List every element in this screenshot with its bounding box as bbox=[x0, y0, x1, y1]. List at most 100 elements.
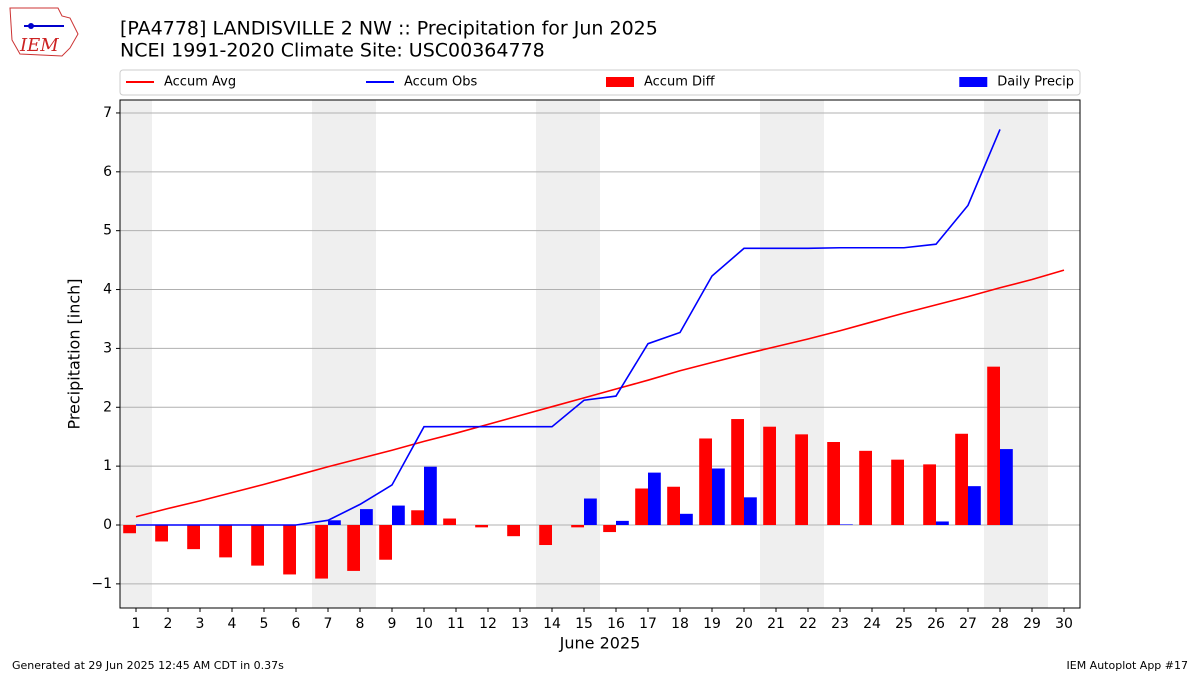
x-tick-label: 11 bbox=[447, 616, 465, 632]
chart-subtitle: NCEI 1991-2020 Climate Site: USC00364778 bbox=[120, 40, 545, 62]
bar bbox=[571, 525, 584, 528]
bar bbox=[539, 525, 552, 546]
line bbox=[135, 269, 1065, 518]
bar bbox=[411, 510, 424, 526]
chart-title: [PA4778] LANDISVILLE 2 NW :: Precipitati… bbox=[120, 18, 658, 40]
x-tick-label: 16 bbox=[607, 616, 625, 632]
bar bbox=[616, 520, 629, 526]
bar bbox=[507, 525, 520, 537]
logo-text: IEM bbox=[19, 35, 59, 56]
bar bbox=[936, 521, 949, 526]
y-tick-label: −1 bbox=[91, 576, 112, 592]
bar bbox=[827, 442, 840, 526]
bar bbox=[648, 472, 661, 526]
x-tick-label: 10 bbox=[415, 616, 433, 632]
x-tick-label: 25 bbox=[895, 616, 913, 632]
bar bbox=[475, 525, 488, 528]
bar bbox=[712, 468, 725, 526]
x-tick-label: 1 bbox=[132, 616, 141, 632]
legend-label: Accum Diff bbox=[644, 75, 716, 90]
bar bbox=[955, 433, 968, 526]
bar bbox=[699, 438, 712, 526]
x-axis-label: June 2025 bbox=[559, 634, 641, 653]
x-tick-label: 29 bbox=[1023, 616, 1041, 632]
legend-swatch bbox=[959, 77, 988, 87]
x-tick-label: 30 bbox=[1055, 616, 1073, 632]
bar bbox=[328, 520, 341, 526]
bar bbox=[859, 450, 872, 526]
bar bbox=[795, 434, 808, 526]
legend-label: Daily Precip bbox=[997, 75, 1074, 90]
x-tick-label: 6 bbox=[292, 616, 301, 632]
y-tick-label: 7 bbox=[103, 105, 112, 121]
x-tick-label: 14 bbox=[543, 616, 561, 632]
y-tick-label: 2 bbox=[103, 399, 112, 415]
y-tick-label: 3 bbox=[103, 340, 112, 356]
x-tick-label: 15 bbox=[575, 616, 593, 632]
y-axis-label: Precipitation [inch] bbox=[65, 278, 84, 429]
x-tick-label: 7 bbox=[324, 616, 333, 632]
x-tick-label: 26 bbox=[927, 616, 945, 632]
weekend-band bbox=[120, 100, 152, 608]
x-tick-label: 4 bbox=[228, 616, 237, 632]
weekend-band bbox=[984, 100, 1048, 608]
bar bbox=[923, 464, 936, 526]
legend-label: Accum Avg bbox=[164, 75, 236, 90]
x-tick-label: 23 bbox=[831, 616, 849, 632]
bar bbox=[763, 426, 776, 526]
y-tick-label: 6 bbox=[103, 164, 112, 180]
x-tick-label: 22 bbox=[799, 616, 817, 632]
bar bbox=[891, 459, 904, 526]
bar bbox=[443, 518, 456, 526]
y-tick-label: 0 bbox=[103, 517, 112, 533]
bar bbox=[283, 525, 296, 575]
bar bbox=[987, 366, 1000, 526]
x-tick-label: 28 bbox=[991, 616, 1009, 632]
bar bbox=[187, 525, 200, 550]
legend-label: Accum Obs bbox=[404, 75, 477, 90]
bar bbox=[392, 505, 405, 526]
bar bbox=[360, 509, 373, 526]
bar bbox=[315, 525, 328, 579]
bar bbox=[123, 525, 136, 534]
x-tick-label: 13 bbox=[511, 616, 529, 632]
x-tick-label: 24 bbox=[863, 616, 881, 632]
y-tick-label: 5 bbox=[103, 223, 112, 239]
x-tick-label: 19 bbox=[703, 616, 721, 632]
footer-right: IEM Autoplot App #17 bbox=[1067, 659, 1189, 672]
bar bbox=[347, 525, 360, 571]
x-tick-label: 21 bbox=[767, 616, 785, 632]
x-tick-label: 5 bbox=[260, 616, 269, 632]
bar bbox=[744, 497, 757, 526]
bar bbox=[379, 525, 392, 560]
footer-left: Generated at 29 Jun 2025 12:45 AM CDT in… bbox=[12, 659, 284, 672]
bar bbox=[424, 466, 437, 526]
x-tick-label: 17 bbox=[639, 616, 657, 632]
bar bbox=[731, 419, 744, 526]
line bbox=[136, 129, 1001, 526]
bar bbox=[680, 513, 693, 526]
logo-outline bbox=[9, 7, 79, 57]
bar bbox=[840, 524, 853, 526]
legend-box bbox=[119, 69, 1081, 96]
x-tick-label: 3 bbox=[196, 616, 205, 632]
x-tick-label: 8 bbox=[356, 616, 365, 632]
logo: IEM bbox=[9, 7, 79, 57]
x-tick-label: 27 bbox=[959, 616, 977, 632]
plot-frame bbox=[119, 99, 1081, 609]
weekend-band bbox=[760, 100, 824, 608]
y-tick-label: 1 bbox=[103, 458, 112, 474]
x-tick-label: 18 bbox=[671, 616, 689, 632]
bar bbox=[251, 525, 264, 566]
bar bbox=[155, 525, 168, 542]
y-tick-label: 4 bbox=[103, 282, 112, 298]
bar bbox=[1000, 449, 1013, 526]
bar bbox=[603, 525, 616, 533]
bar bbox=[968, 486, 981, 526]
bar bbox=[667, 486, 680, 526]
bar bbox=[584, 498, 597, 526]
bar bbox=[635, 488, 648, 526]
logo-dot bbox=[28, 23, 34, 29]
x-tick-label: 12 bbox=[479, 616, 497, 632]
